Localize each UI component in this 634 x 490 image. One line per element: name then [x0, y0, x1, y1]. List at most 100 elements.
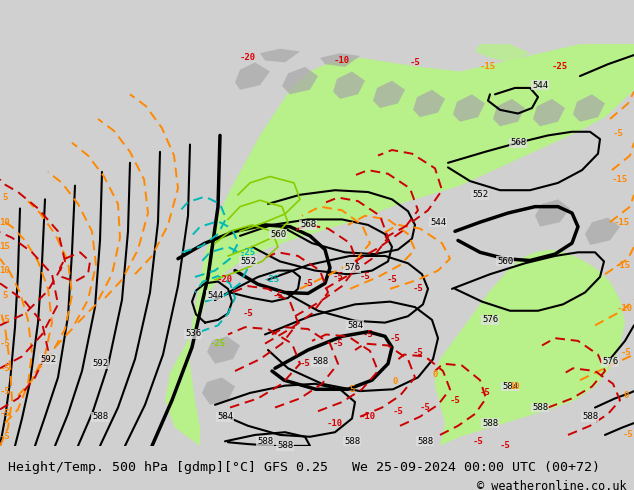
- Text: -5: -5: [0, 410, 10, 418]
- Text: -25: -25: [210, 339, 226, 348]
- Text: 5: 5: [3, 193, 8, 202]
- Text: -5: -5: [413, 284, 424, 294]
- Text: We 25-09-2024 00:00 UTC (00+72): We 25-09-2024 00:00 UTC (00+72): [352, 461, 600, 474]
- Text: -5: -5: [612, 129, 623, 138]
- Text: 584: 584: [347, 321, 363, 330]
- Text: 588: 588: [344, 437, 360, 446]
- Text: -5: -5: [413, 348, 424, 357]
- Polygon shape: [165, 44, 634, 446]
- Text: 568: 568: [300, 220, 316, 229]
- Text: 592: 592: [40, 355, 56, 364]
- Text: -10: -10: [334, 56, 350, 65]
- Text: -15: -15: [614, 218, 630, 227]
- Text: -25: -25: [240, 248, 256, 257]
- Text: -5: -5: [363, 330, 373, 339]
- Text: -5: -5: [333, 272, 344, 281]
- Text: -5: -5: [0, 432, 10, 441]
- Text: -5: -5: [472, 437, 483, 446]
- Text: -5: -5: [623, 430, 633, 440]
- Text: 576: 576: [602, 357, 618, 367]
- Text: -5: -5: [359, 272, 370, 281]
- Polygon shape: [235, 62, 270, 90]
- Text: 15: 15: [0, 243, 10, 251]
- Polygon shape: [282, 67, 318, 94]
- Text: Height/Temp. 500 hPa [gdmp][°C] GFS 0.25: Height/Temp. 500 hPa [gdmp][°C] GFS 0.25: [8, 461, 328, 474]
- Text: -15: -15: [480, 62, 496, 72]
- Text: -5: -5: [410, 58, 420, 67]
- Polygon shape: [373, 81, 405, 108]
- Polygon shape: [585, 218, 620, 245]
- Text: 560: 560: [270, 229, 286, 239]
- Polygon shape: [207, 336, 240, 364]
- Text: -5: -5: [300, 359, 311, 368]
- Text: -5: -5: [0, 316, 10, 324]
- Text: 0: 0: [392, 377, 398, 387]
- Text: 10: 10: [0, 218, 10, 227]
- Text: -5: -5: [0, 387, 10, 395]
- Text: 0: 0: [623, 391, 629, 400]
- Text: -25: -25: [552, 62, 568, 72]
- Text: 588: 588: [277, 441, 293, 450]
- Text: -20: -20: [240, 53, 256, 62]
- Text: -15: -15: [612, 175, 628, 184]
- Text: 544: 544: [207, 291, 223, 300]
- Polygon shape: [413, 90, 445, 117]
- Polygon shape: [260, 49, 300, 62]
- Text: 552: 552: [240, 257, 256, 266]
- Text: -5: -5: [243, 309, 254, 318]
- Text: -5: -5: [0, 364, 10, 373]
- Text: -5: -5: [302, 279, 313, 288]
- Text: 568: 568: [510, 138, 526, 147]
- Text: 10: 10: [510, 382, 521, 391]
- Text: -5: -5: [387, 275, 398, 284]
- Text: -5: -5: [420, 403, 430, 412]
- Polygon shape: [475, 44, 530, 62]
- Text: 588: 588: [582, 412, 598, 421]
- Polygon shape: [535, 199, 570, 227]
- Text: 544: 544: [532, 81, 548, 90]
- Polygon shape: [202, 377, 235, 405]
- Polygon shape: [590, 44, 634, 72]
- Text: -10: -10: [360, 412, 376, 421]
- Text: 536: 536: [185, 329, 201, 338]
- Text: 588: 588: [257, 437, 273, 446]
- Text: -5: -5: [500, 441, 510, 450]
- Text: 588: 588: [532, 403, 548, 412]
- Text: 592: 592: [92, 359, 108, 368]
- Text: -5: -5: [333, 339, 344, 348]
- Text: 544: 544: [430, 218, 446, 227]
- Text: -5: -5: [273, 291, 283, 300]
- Text: -5: -5: [392, 407, 403, 416]
- Text: 5: 5: [3, 291, 8, 300]
- Text: 588: 588: [312, 357, 328, 367]
- Text: 552: 552: [472, 190, 488, 199]
- Text: -20: -20: [217, 275, 233, 284]
- Text: -10: -10: [617, 304, 633, 314]
- Text: 5: 5: [349, 385, 354, 394]
- Text: 576: 576: [344, 263, 360, 272]
- Polygon shape: [333, 72, 365, 99]
- Polygon shape: [435, 249, 625, 446]
- Text: 560: 560: [497, 257, 513, 266]
- Text: -5: -5: [450, 396, 460, 405]
- Text: 576: 576: [482, 316, 498, 324]
- Text: -5: -5: [621, 348, 631, 357]
- Text: 588: 588: [482, 418, 498, 428]
- Polygon shape: [573, 94, 605, 122]
- Text: -5: -5: [480, 389, 490, 397]
- Text: -10: -10: [327, 418, 343, 428]
- Polygon shape: [320, 53, 360, 67]
- Text: 10: 10: [0, 266, 10, 275]
- Polygon shape: [533, 99, 565, 126]
- Text: 584: 584: [217, 412, 233, 421]
- Text: -5: -5: [0, 339, 10, 348]
- Text: 584: 584: [502, 382, 518, 391]
- Polygon shape: [493, 99, 525, 126]
- Text: -5: -5: [390, 334, 401, 343]
- Text: -25: -25: [264, 275, 280, 284]
- Text: -15: -15: [615, 261, 631, 270]
- Text: 588: 588: [92, 412, 108, 421]
- Polygon shape: [453, 94, 485, 122]
- Text: © weatheronline.co.uk: © weatheronline.co.uk: [477, 480, 626, 490]
- Text: 0: 0: [432, 370, 437, 379]
